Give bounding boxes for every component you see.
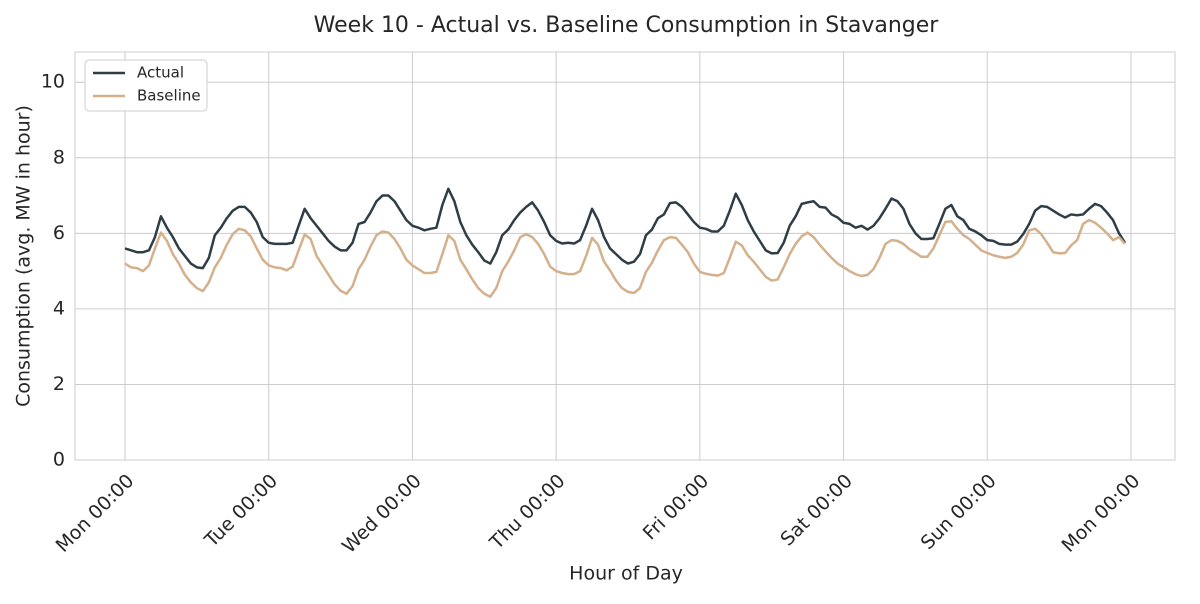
series-line (124, 187, 1127, 270)
y-tick-label: 0 (53, 449, 65, 471)
y-tick-label: 10 (41, 71, 65, 93)
y-tick-label: 2 (53, 373, 65, 395)
x-tick-label: Sun 00:00 (917, 470, 1001, 554)
chart-title: Week 10 - Actual vs. Baseline Consumptio… (314, 13, 940, 38)
legend-label: Baseline (137, 87, 201, 105)
legend-label: Actual (137, 64, 184, 82)
x-axis-label: Hour of Day (569, 563, 683, 585)
x-tick-label: Mon 00:00 (1058, 470, 1145, 557)
y-axis-label: Consumption (avg. MW in hour) (13, 105, 35, 407)
series-line (124, 218, 1126, 299)
x-tick-label: Wed 00:00 (338, 470, 426, 558)
plot-area (74, 51, 1176, 461)
x-tick-label: Fri 00:00 (639, 470, 714, 545)
y-tick-label: 6 (53, 222, 65, 244)
y-tick-label: 8 (53, 146, 65, 168)
x-tick-label: Mon 00:00 (52, 470, 139, 557)
x-tick-label: Thu 00:00 (485, 470, 569, 554)
x-tick-label: Tue 00:00 (200, 470, 282, 552)
x-tick-label: Sat 00:00 (776, 470, 857, 551)
y-tick-label: 4 (53, 297, 65, 319)
